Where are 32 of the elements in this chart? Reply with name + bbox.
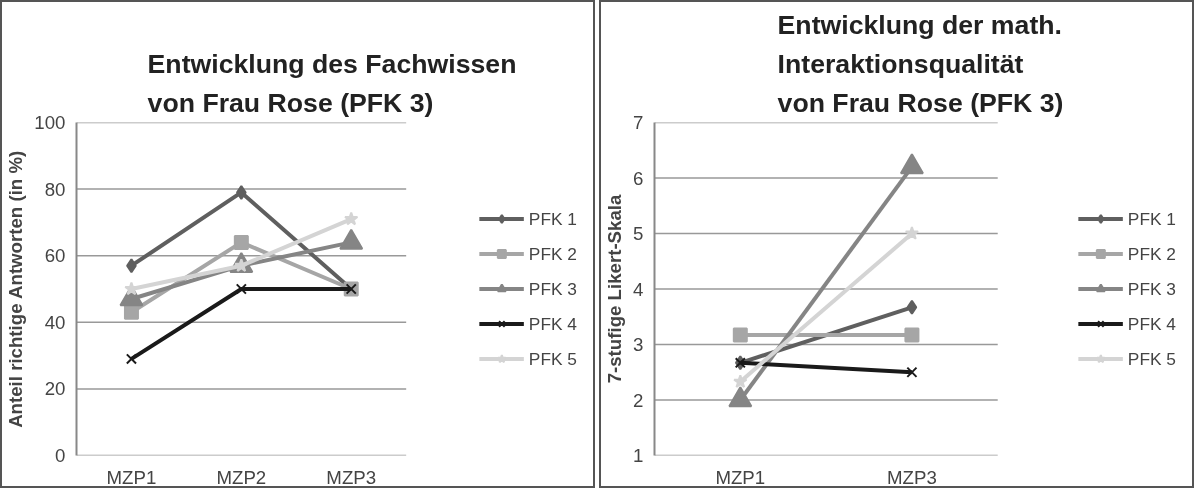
y-axis-title: Anteil richtige Antworten (in %)	[5, 150, 27, 428]
y-tick-label: 3	[633, 334, 644, 355]
y-tick-label: 20	[44, 378, 66, 400]
legend-label: PFK 5	[528, 348, 577, 369]
legend-label: PFK 2	[528, 243, 577, 264]
legend-label: PFK 3	[528, 278, 577, 299]
chart-title: Entwicklung der math. Interaktionsqualität von Frau Rose (PFK 3)	[777, 9, 1064, 118]
y-tick-label: 100	[34, 112, 66, 133]
y-tick-label: 40	[44, 311, 66, 333]
legend-label: PFK 1	[528, 208, 577, 229]
y-tick-label: 0	[55, 445, 66, 466]
legend-label: PFK 4	[528, 313, 577, 334]
y-tick-label: 5	[633, 223, 644, 244]
x-tick-label: MZP3	[887, 466, 937, 488]
y-tick-label: 6	[633, 167, 644, 189]
y-tick-label: 7	[633, 112, 644, 133]
x-tick-label: MZP2	[216, 466, 267, 488]
legend-label: PFK 1	[1127, 208, 1176, 229]
legend-label: PFK 4	[1127, 313, 1176, 334]
y-tick-label: 1	[633, 445, 644, 466]
x-tick-label: MZP1	[715, 466, 766, 488]
y-tick-label: 4	[633, 278, 644, 300]
y-tick-label: 80	[44, 178, 66, 200]
legend-label: PFK 2	[1127, 243, 1176, 264]
y-tick-label: 60	[44, 245, 66, 267]
y-axis-title: 7-stufige Likert-Skala	[604, 194, 626, 384]
legend-label: PFK 5	[1127, 348, 1176, 369]
x-tick-label: MZP1	[106, 466, 157, 488]
legend-label: PFK 3	[1127, 278, 1176, 299]
x-tick-label: MZP3	[326, 466, 377, 488]
y-tick-label: 2	[633, 389, 644, 411]
chart-title: Entwicklung des Fachwissen von Frau Rose (PFK 3)	[147, 48, 517, 118]
